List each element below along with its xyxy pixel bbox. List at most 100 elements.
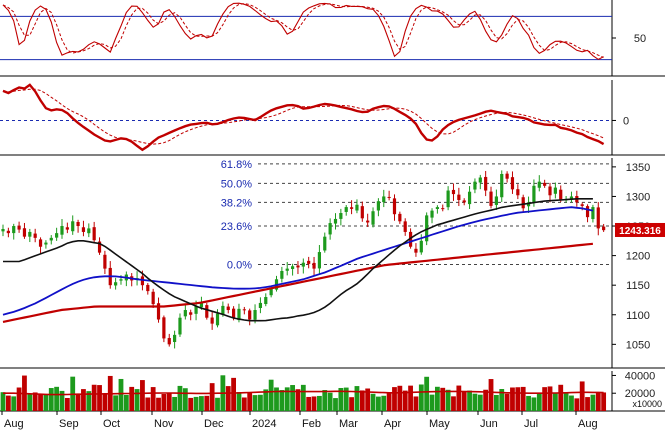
candle-body (467, 191, 472, 205)
long-moving-average-line (2, 242, 594, 323)
fib-level-label: 0.0% (227, 259, 252, 271)
candle-body (585, 206, 590, 218)
candle-body (398, 213, 402, 222)
volume-bar (542, 387, 548, 411)
fib-level-label: 23.6% (221, 221, 252, 233)
x-axis: Aug Sep Oct Nov Dec 2024 Feb Mar Apr May Jun Jul Aug (1, 411, 598, 430)
volume-bar (86, 391, 92, 411)
volume-bar (595, 392, 601, 411)
volume-bar (140, 380, 145, 411)
candle-body (290, 266, 295, 269)
candle-body (403, 221, 407, 232)
month-label: Aug (578, 418, 598, 430)
candle-body (71, 221, 75, 232)
candle-body (510, 177, 515, 190)
candle-body (97, 241, 102, 253)
candle-body (12, 226, 16, 234)
candle-body (580, 204, 584, 206)
volume-bar (317, 395, 322, 411)
volume-unit-label: x10000 (632, 399, 662, 409)
month-label: Mar (339, 418, 358, 430)
volume-tick-label: 40000 (625, 370, 656, 382)
candle-body (1, 228, 5, 232)
volume-bar (520, 386, 526, 411)
candle-body (543, 182, 547, 186)
candle-body (242, 309, 246, 311)
candle-body (473, 181, 477, 190)
candle-body (215, 313, 220, 326)
month-label: Apr (384, 418, 401, 430)
volume-bar (81, 389, 86, 411)
volume-bar (574, 398, 580, 411)
volume-bar (48, 388, 54, 411)
volume-bar (488, 379, 494, 411)
candle-body (17, 225, 21, 230)
volume-bar (569, 395, 574, 411)
candle-body (307, 260, 311, 264)
candle-body (269, 288, 273, 296)
volume-bar (258, 394, 263, 411)
candle-body (446, 190, 450, 208)
candle-body (532, 185, 536, 203)
candle-body (548, 186, 552, 196)
volume-bar (5, 395, 11, 411)
candle-body (462, 200, 466, 203)
stochastic-tick-label: 50 (634, 33, 646, 45)
volume-bar (274, 387, 279, 411)
volume-bar (424, 376, 430, 411)
month-label: Sep (59, 418, 79, 430)
candle-body (537, 181, 541, 188)
candle-body (60, 226, 64, 235)
volume-bar (510, 387, 515, 411)
candle-body (500, 173, 504, 198)
volume-bar (188, 397, 194, 411)
volume-bar (526, 395, 531, 411)
volume-bar (102, 393, 108, 411)
volume-bar (397, 385, 403, 411)
volume-bar (182, 388, 188, 411)
candle-body (521, 197, 525, 209)
candle-body (173, 334, 177, 343)
volume-bar (413, 396, 419, 411)
volume-moving-average-line (3, 390, 604, 396)
candle-body (162, 317, 166, 339)
volume-bar (204, 395, 210, 411)
volume-bar (284, 387, 290, 411)
candle-body (478, 177, 482, 183)
candle-body (199, 302, 204, 308)
month-label: Jun (480, 418, 498, 430)
month-label: May (429, 418, 450, 430)
candle-body (435, 207, 439, 209)
volume-bar (129, 386, 135, 411)
candle-body (44, 242, 48, 245)
volume-bar (236, 392, 242, 411)
volume-tick-label: 20000 (625, 388, 656, 400)
candle-body (146, 284, 150, 292)
candle-body (516, 189, 520, 196)
candle-body (76, 222, 80, 227)
volume-bar (215, 397, 220, 411)
price-panel: 135013001250120011501100105061.8%50.0%38… (0, 158, 665, 369)
volume-bar (193, 396, 199, 411)
candle-body (333, 218, 338, 224)
candle-body (232, 308, 236, 318)
volume-bar (27, 394, 33, 411)
stochastic-k-line (2, 2, 604, 61)
volume-bar (156, 397, 161, 411)
volume-bar (123, 394, 129, 411)
candle-body (65, 227, 69, 230)
month-label: 2024 (252, 418, 276, 430)
candle-body (451, 189, 456, 195)
candle-body (392, 198, 397, 215)
fib-level-label: 61.8% (221, 159, 252, 171)
candle-body (414, 248, 418, 253)
candle-body (489, 191, 493, 206)
candle-body (156, 303, 161, 320)
short-moving-average-line (3, 198, 593, 322)
candle-body (22, 228, 27, 237)
candle-body (301, 262, 305, 267)
volume-bar (327, 392, 333, 411)
volume-bar (434, 386, 440, 411)
candle-body (317, 252, 322, 269)
volume-bar (113, 395, 119, 411)
